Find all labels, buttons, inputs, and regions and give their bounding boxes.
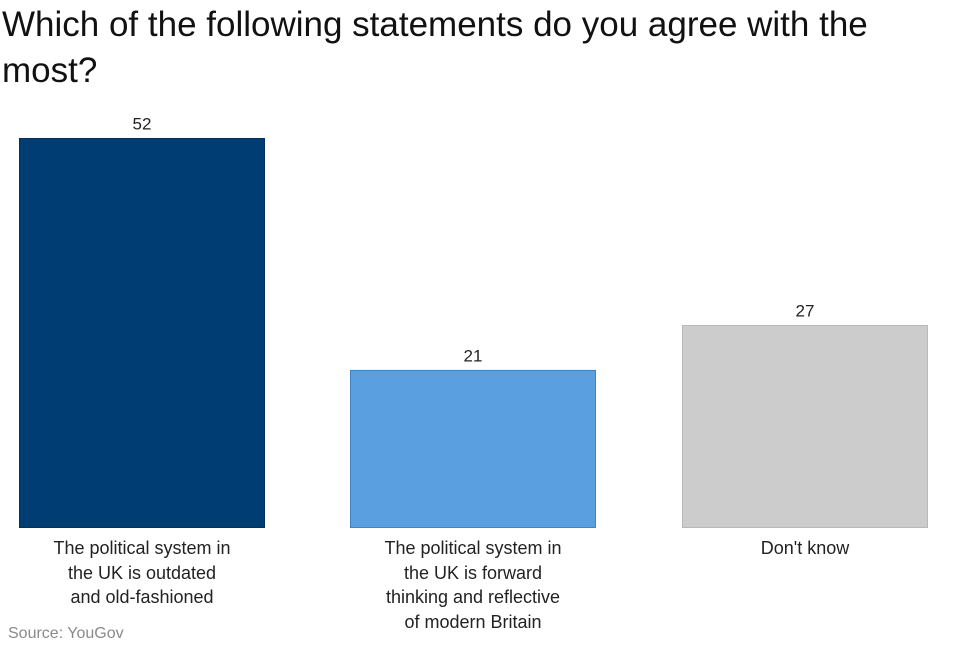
value-label-3: 27 — [796, 302, 815, 321]
bar-2 — [350, 369, 596, 528]
source-note: Source: YouGov — [8, 625, 124, 642]
value-label-1: 52 — [133, 115, 152, 134]
bar-1 — [19, 138, 265, 528]
category-label-3: Don't know — [760, 538, 850, 558]
chart-title: Which of the following statements do you… — [2, 5, 868, 90]
category-label-2: The political system in the UK is forward… — [384, 538, 562, 632]
category-label-1: The political system in the UK is outdate… — [53, 538, 231, 607]
value-label-2: 21 — [464, 346, 483, 365]
bar-3 — [682, 325, 928, 528]
